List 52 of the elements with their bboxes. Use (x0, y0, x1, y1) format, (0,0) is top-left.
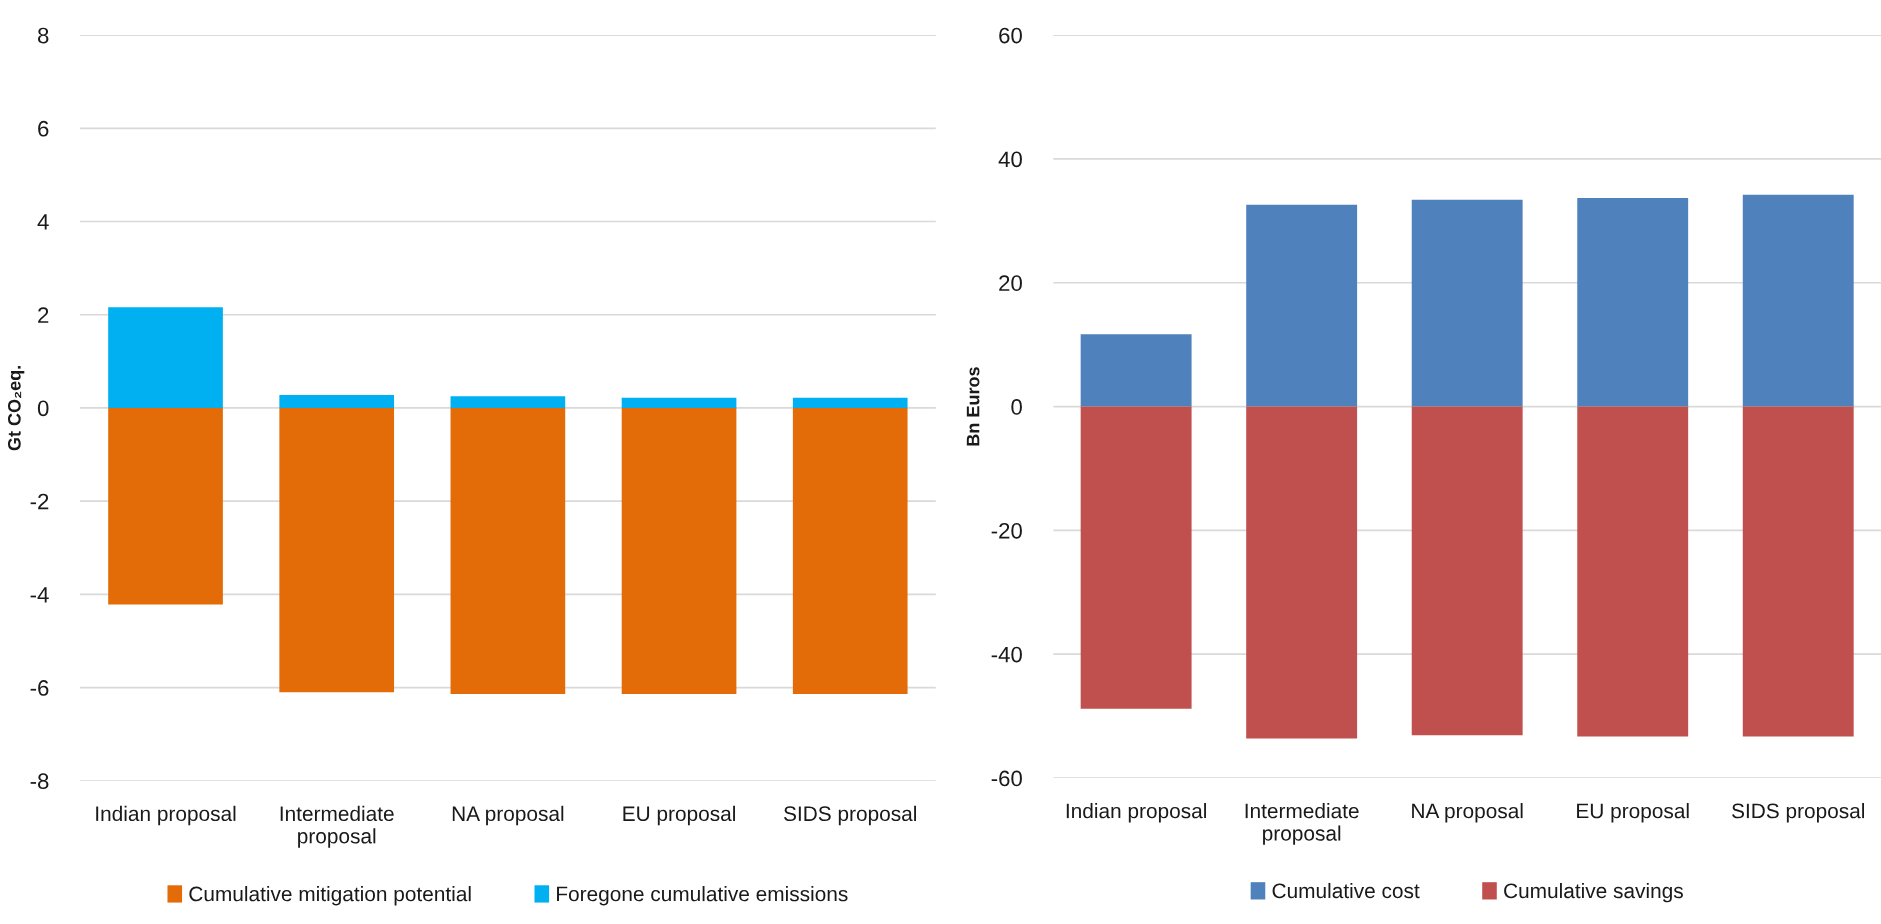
x-tick-label: Indian proposal (96, 805, 236, 826)
y-tick-label: 8 (37, 27, 49, 44)
bar (1577, 406, 1689, 737)
x-tick-label: Indian proposal (1066, 803, 1206, 823)
bar (279, 407, 395, 693)
y-tick-label: -6 (30, 680, 49, 696)
y-tick-label: 0 (1011, 399, 1022, 415)
bar (450, 396, 566, 408)
legend-label: Foregone cumulative emissions (557, 886, 848, 906)
y-axis-title: Bn Euros (966, 367, 980, 446)
y-tick-label: 20 (999, 275, 1022, 292)
y-tick-label: -20 (991, 522, 1022, 539)
y-axis-title: Gt CO₂eq. (7, 366, 25, 451)
y-tick-label: -8 (30, 773, 49, 790)
bar (1246, 406, 1358, 739)
bar (792, 407, 908, 695)
x-tick-label: SIDS proposal (784, 805, 916, 826)
legend-label: Cumulative mitigation potential (189, 886, 471, 906)
bar (450, 407, 566, 695)
bar (1411, 406, 1523, 736)
y-tick-label: -40 (991, 646, 1022, 663)
y-tick-label: 2 (38, 307, 49, 323)
bar (1246, 204, 1358, 407)
y-tick-label: 40 (998, 151, 1022, 168)
x-tick-label: NA proposal (452, 805, 564, 826)
legend-label: Cumulative cost (1272, 882, 1420, 899)
x-tick-label: EU proposal (1577, 803, 1689, 823)
bar (1742, 406, 1854, 737)
y-tick-label: 0 (37, 400, 49, 417)
x-tick-label: Intermediate proposal (280, 805, 394, 848)
bar (1742, 194, 1854, 407)
bar (108, 407, 223, 605)
bar (1080, 406, 1192, 709)
y-tick-label: 6 (38, 120, 49, 137)
legend-label: Cumulative savings (1504, 882, 1683, 903)
bar (1080, 334, 1192, 407)
x-tick-label: SIDS proposal (1732, 803, 1865, 823)
bar (1577, 197, 1689, 407)
y-tick-label: -4 (30, 587, 49, 603)
x-tick-label: Intermediate proposal (1245, 803, 1359, 845)
x-tick-label: NA proposal (1412, 803, 1523, 823)
y-tick-label: 60 (999, 27, 1022, 44)
bar (792, 397, 908, 408)
bar (621, 397, 737, 408)
bar (108, 307, 223, 408)
y-tick-label: -60 (991, 770, 1022, 787)
bar (279, 394, 395, 408)
y-tick-label: 4 (37, 214, 49, 230)
x-tick-label: EU proposal (623, 805, 735, 826)
bar (621, 407, 737, 695)
bar (1411, 199, 1523, 407)
y-tick-label: -2 (30, 493, 49, 510)
